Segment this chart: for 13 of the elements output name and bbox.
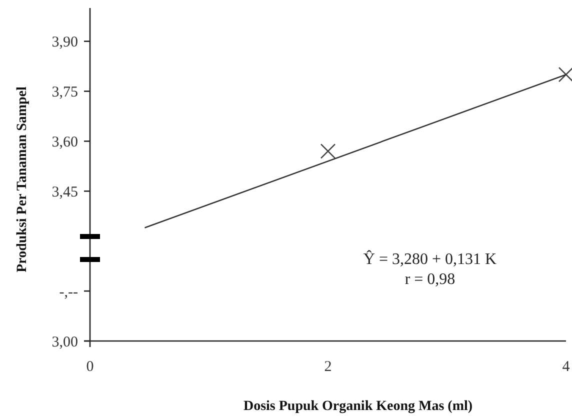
annotation: Ŷ = 3,280 + 0,131 K: [363, 250, 498, 268]
y-tick-label: 3,45: [52, 184, 78, 200]
y-axis-title: Produksi Per Tanaman Sampel: [15, 86, 30, 272]
y-tick-label: 3,60: [52, 134, 78, 150]
x-axis-title: Dosis Pupuk Organik Keong Mas (ml): [243, 399, 473, 414]
x-tick-label: 4: [562, 359, 570, 375]
y-tick-label: 3,00: [52, 334, 78, 350]
y-tick-label: -,--: [59, 284, 78, 300]
y-tick-label: 3,90: [52, 34, 78, 51]
y-tick-label: 3,75: [52, 84, 78, 100]
x-tick-label: 0: [86, 359, 94, 375]
x-tick-label: 2: [324, 359, 332, 375]
annotation: r = 0,98: [404, 271, 456, 288]
